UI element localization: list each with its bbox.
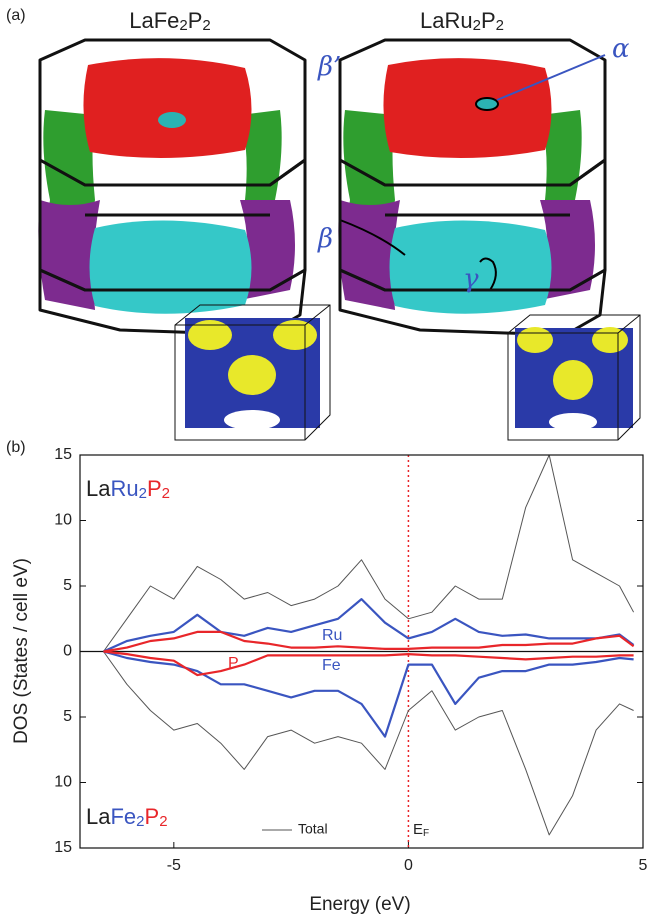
label-part: E — [413, 821, 423, 838]
label-sub: 2 — [139, 485, 147, 502]
y-tick-label: 15 — [54, 839, 72, 856]
fermi-surface-right — [338, 40, 640, 440]
title-part: La — [420, 8, 445, 33]
x-tick-label: 0 — [404, 857, 413, 874]
series-label: Fe — [322, 657, 341, 674]
title-sub: 2 — [202, 17, 210, 34]
x-axis-label: Energy (eV) — [309, 894, 410, 915]
x-tick-label: -5 — [167, 857, 181, 874]
y-tick-label: 10 — [54, 774, 72, 791]
compound-label: LaRu2P2 — [86, 476, 170, 503]
series-line — [104, 652, 634, 737]
label-part: La — [86, 476, 111, 501]
legend-label: Total — [298, 821, 328, 837]
label-part: Ru — [110, 476, 138, 501]
label-part: La — [86, 804, 111, 829]
figure: (a) LaFe2P2 LaRu2P2 — [0, 0, 647, 924]
title-sub: 2 — [473, 17, 481, 34]
label-sub: 2 — [159, 813, 167, 830]
annotation: β’ — [317, 52, 341, 82]
series-line — [104, 652, 634, 676]
annotation: γ — [463, 264, 479, 294]
label-part: P — [145, 804, 160, 829]
series-line — [104, 455, 634, 652]
title-part: Ru — [444, 8, 472, 33]
y-tick-label: 15 — [54, 446, 72, 463]
y-tick-label: 10 — [54, 512, 72, 529]
label-part: P — [147, 476, 162, 501]
label-sub: F — [423, 828, 429, 839]
series-line — [104, 632, 634, 652]
panel-label: (b) — [6, 439, 26, 456]
fermi-surface-left — [38, 40, 330, 440]
fermi-label: EF — [413, 821, 429, 839]
label-sub: 2 — [162, 485, 170, 502]
title-part: La — [129, 8, 154, 33]
panel-label: (a) — [6, 7, 26, 24]
compound-title: LaFe2P2 — [129, 8, 211, 35]
label-sub: 2 — [136, 813, 144, 830]
title-sub: 2 — [179, 17, 187, 34]
title-part: Fe — [154, 8, 180, 33]
x-tick-label: 5 — [639, 857, 647, 874]
title-part: P — [481, 8, 496, 33]
series-label: Ru — [322, 627, 342, 644]
series-label: P — [228, 655, 239, 672]
title-part: P — [188, 8, 203, 33]
panel-b: (b) Energy (eV) DOS (States / cell eV) L… — [6, 439, 647, 915]
y-tick-label: 5 — [63, 577, 72, 594]
title-sub: 2 — [496, 17, 504, 34]
label-part: Fe — [110, 804, 136, 829]
series-line — [104, 652, 634, 835]
y-tick-label: 0 — [63, 643, 72, 660]
panel-a: (a) LaFe2P2 LaRu2P2 — [6, 7, 640, 440]
annotation: β — [317, 224, 333, 254]
y-tick-label: 5 — [63, 708, 72, 725]
y-axis-label: DOS (States / cell eV) — [11, 558, 32, 744]
compound-title: LaRu2P2 — [420, 8, 504, 35]
compound-label: LaFe2P2 — [86, 804, 168, 831]
annotation: α — [612, 34, 630, 64]
